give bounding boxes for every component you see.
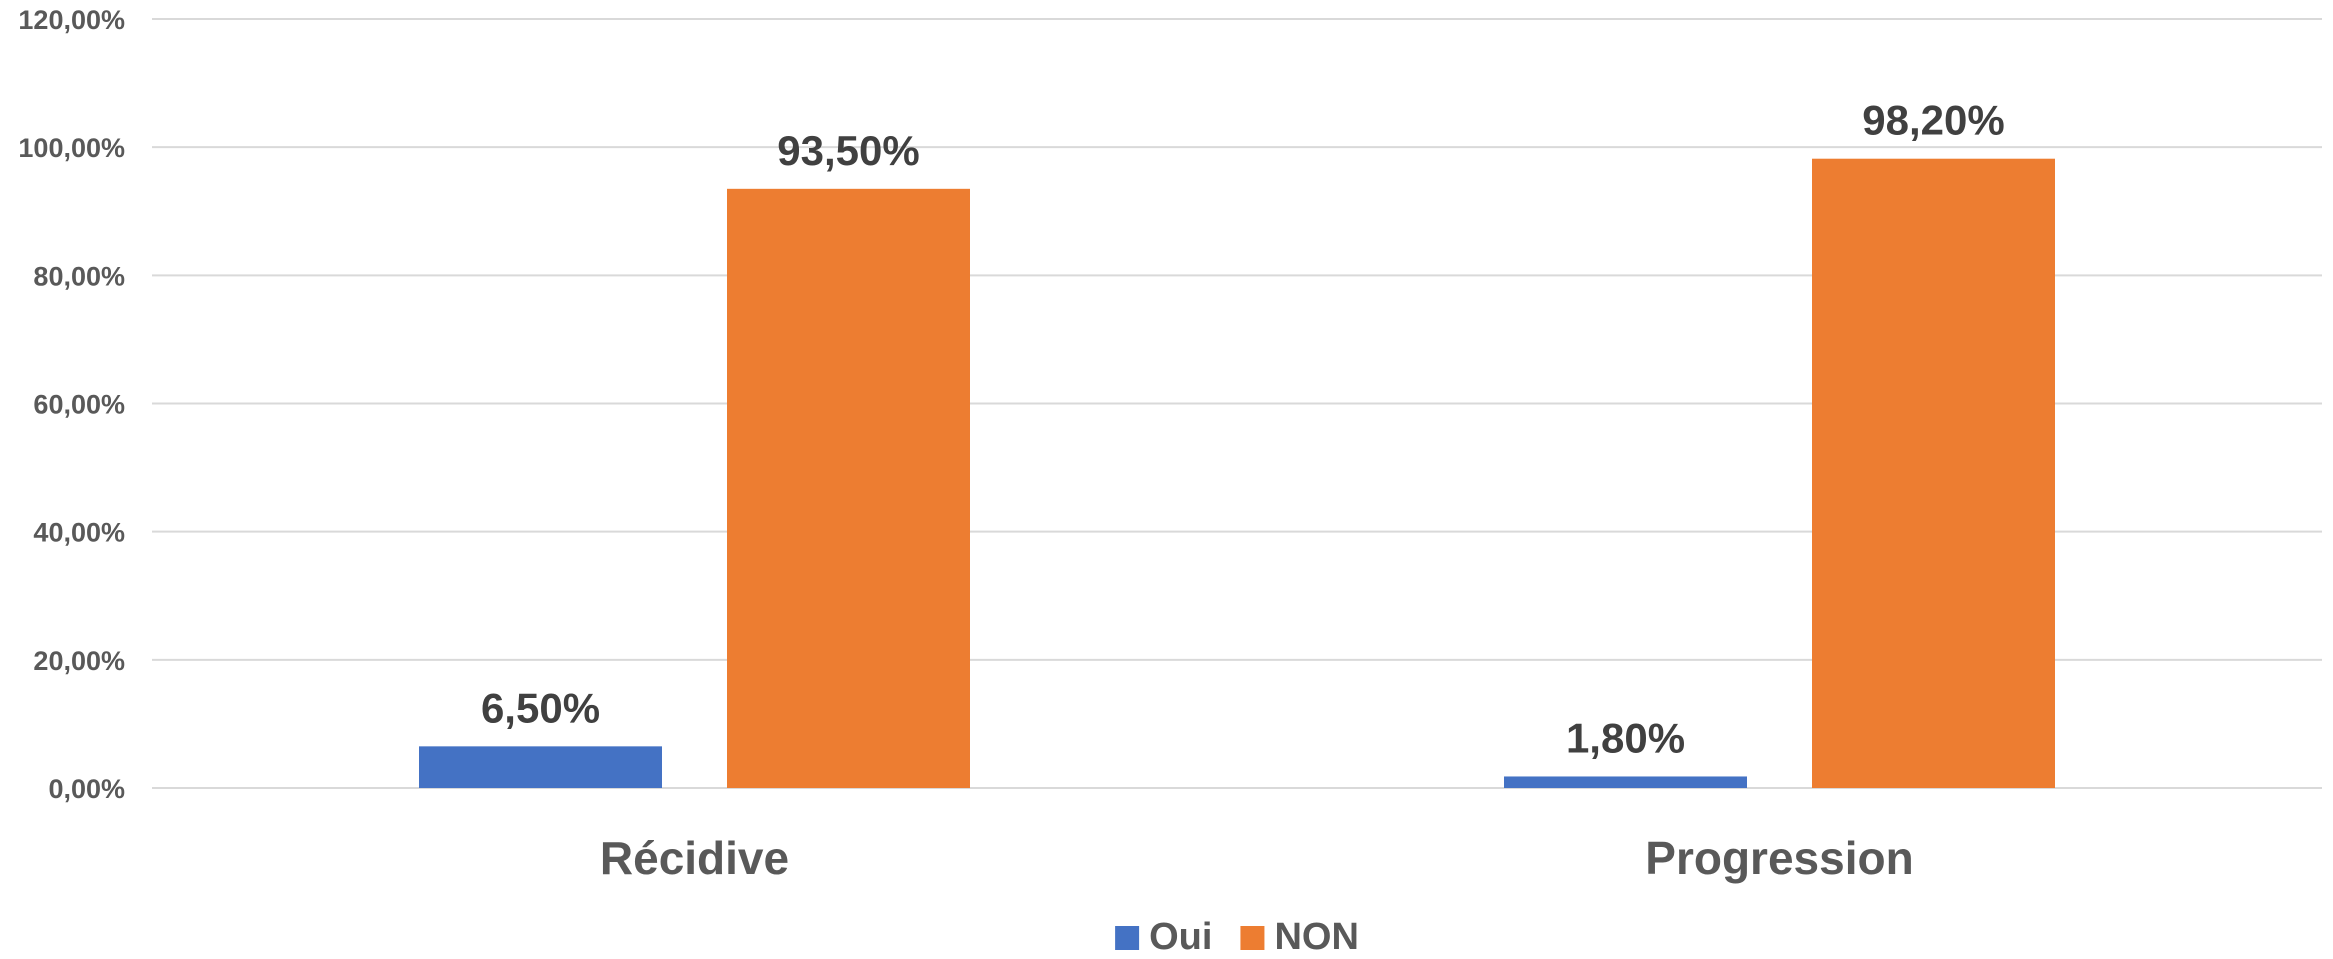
legend-item: NON: [1240, 916, 1359, 958]
bar-non-2: [1812, 158, 2055, 788]
y-tick-label: 120,00%: [18, 5, 125, 35]
bar-oui-2: [1504, 776, 1747, 788]
legend-swatch: [1115, 926, 1140, 950]
y-tick-label: 60,00%: [33, 390, 125, 420]
data-labels: 6,50% 93,50% 1,80% 98,20%: [481, 97, 2005, 762]
data-label: 1,80%: [1566, 714, 1685, 761]
data-label: 6,50%: [481, 684, 600, 731]
legend-label: Oui: [1149, 916, 1212, 954]
category-label: Récidive: [600, 832, 789, 884]
gridlines: [152, 18, 2322, 789]
legend: Oui NON: [1115, 916, 1359, 958]
y-tick-label: 100,00%: [18, 133, 125, 163]
y-tick-label: 80,00%: [33, 261, 125, 291]
bar-oui-1: [419, 746, 662, 788]
data-label: 93,50%: [777, 127, 919, 174]
y-tick-label: 40,00%: [33, 518, 125, 548]
legend-swatch: [1240, 926, 1265, 950]
y-axis-tick-labels: 0,00% 20,00% 40,00% 60,00% 80,00% 100,00% 120,…: [18, 5, 125, 804]
category-label: Progression: [1645, 832, 1913, 884]
y-tick-label: 20,00%: [33, 646, 125, 676]
x-axis-category-labels: Récidive Progression: [600, 832, 1914, 884]
y-tick-label: 0,00%: [48, 774, 125, 804]
bars: [419, 158, 2055, 789]
legend-item: Oui: [1115, 916, 1212, 958]
bar-non-1: [727, 188, 970, 789]
data-label: 98,20%: [1862, 97, 2004, 144]
legend-label: NON: [1274, 916, 1358, 954]
